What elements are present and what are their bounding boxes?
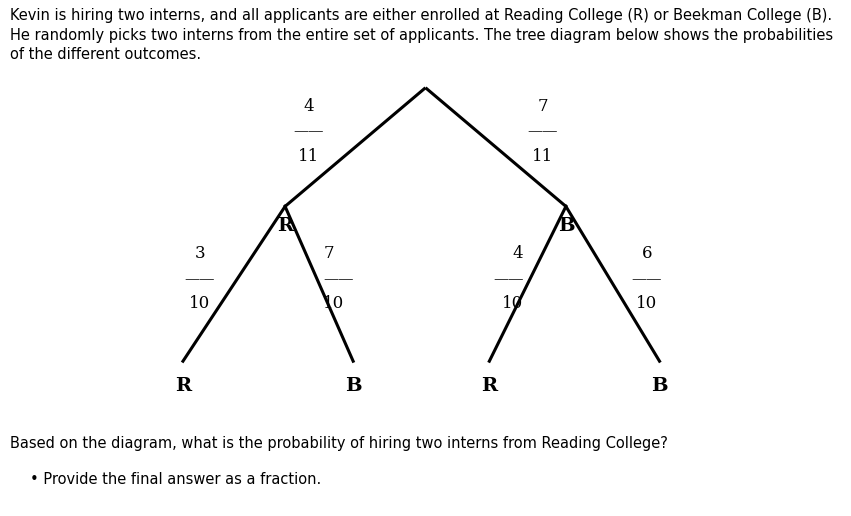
Text: ——: —— (528, 124, 557, 139)
Text: 10: 10 (190, 295, 210, 312)
Text: Kevin is hiring two interns, and all applicants are either enrolled at Reading C: Kevin is hiring two interns, and all app… (10, 8, 833, 62)
Text: 6: 6 (642, 245, 652, 262)
Text: ——: —— (185, 271, 215, 286)
Text: 11: 11 (532, 148, 553, 165)
Text: 7: 7 (323, 245, 334, 262)
Text: B: B (651, 377, 668, 395)
Text: R: R (277, 217, 293, 235)
Text: B: B (345, 377, 362, 395)
Text: B: B (557, 217, 574, 235)
Text: 3: 3 (195, 245, 205, 262)
Text: 4: 4 (513, 245, 523, 262)
Text: R: R (482, 377, 497, 395)
Text: 10: 10 (323, 295, 345, 312)
Text: Based on the diagram, what is the probability of hiring two interns from Reading: Based on the diagram, what is the probab… (10, 436, 668, 451)
Text: ——: —— (493, 271, 523, 286)
Text: 10: 10 (502, 295, 523, 312)
Text: ——: —— (631, 271, 662, 286)
Text: 10: 10 (637, 295, 657, 312)
Text: ——: —— (323, 271, 354, 286)
Text: • Provide the final answer as a fraction.: • Provide the final answer as a fraction… (30, 472, 321, 487)
Text: 4: 4 (303, 98, 314, 115)
Text: 7: 7 (537, 98, 548, 115)
Text: R: R (175, 377, 191, 395)
Text: ——: —— (294, 124, 323, 139)
Text: 11: 11 (298, 148, 319, 165)
